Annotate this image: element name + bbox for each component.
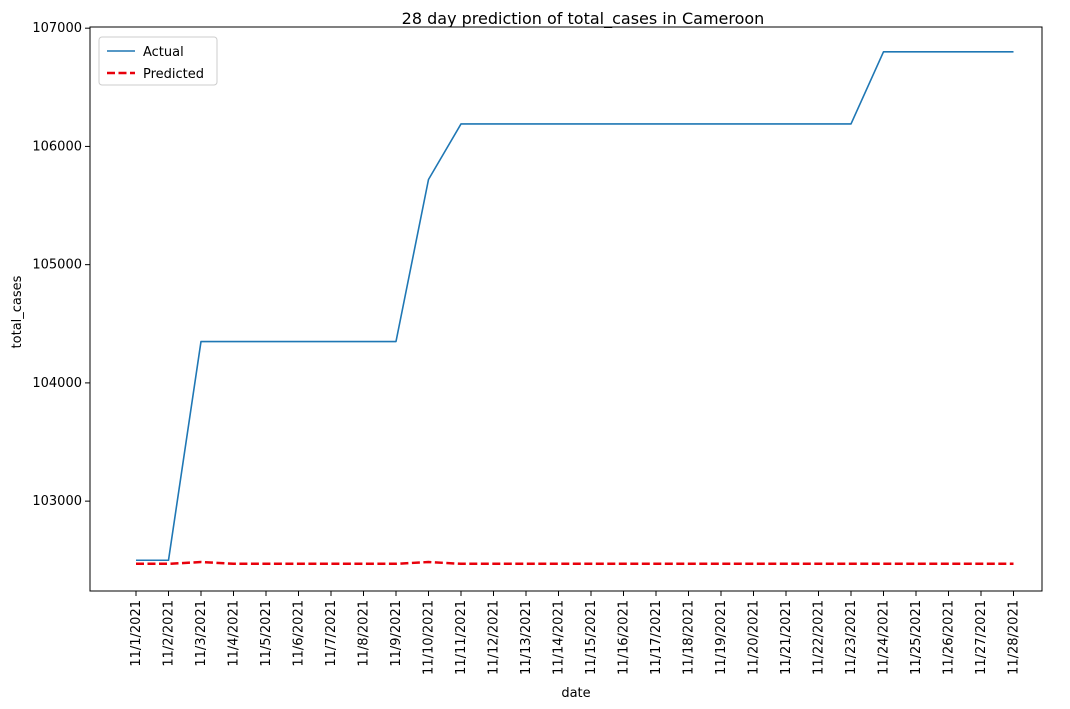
x-tick-label: 11/14/2021	[552, 600, 567, 675]
y-tick-label: 105000	[32, 258, 82, 273]
plot-area: 103000 104000 105000 106000 107000 11/1/2021 1…	[32, 21, 1043, 675]
x-tick-label: 11/24/2021	[877, 600, 892, 675]
x-tick-label: 11/10/2021	[422, 600, 437, 675]
x-tick-label: 11/28/2021	[1007, 600, 1022, 675]
x-tick-label: 11/3/2021	[194, 600, 209, 667]
x-tick-label: 11/8/2021	[357, 600, 372, 667]
x-tick-label: 11/4/2021	[227, 600, 242, 667]
y-tick-label: 104000	[32, 376, 82, 391]
legend-box	[98, 36, 218, 86]
x-tick-label: 11/23/2021	[844, 600, 859, 675]
x-tick-label: 11/2/2021	[162, 600, 177, 667]
x-tick-label: 11/22/2021	[812, 600, 827, 675]
x-tick-label: 11/21/2021	[779, 600, 794, 675]
chart-title: 28 day prediction of total_cases in Came…	[402, 9, 765, 29]
x-tick-label: 11/11/2021	[454, 600, 469, 675]
x-tick-label: 11/13/2021	[519, 600, 534, 675]
x-tick-label: 11/17/2021	[649, 600, 664, 675]
x-tick-label: 11/19/2021	[714, 600, 729, 675]
x-tick-label: 11/27/2021	[974, 600, 989, 675]
x-tick-label: 11/20/2021	[747, 600, 762, 675]
legend: Actual Predicted	[98, 36, 218, 86]
y-axis-label: total_cases	[10, 275, 25, 348]
y-tick-label: 103000	[32, 494, 82, 509]
x-tick-label: 11/16/2021	[617, 600, 632, 675]
x-tick-label: 11/18/2021	[682, 600, 697, 675]
x-tick-label: 11/6/2021	[292, 600, 307, 667]
legend-label-predicted: Predicted	[143, 67, 204, 82]
y-tick-label: 106000	[32, 139, 82, 154]
x-tick-label: 11/26/2021	[942, 600, 957, 675]
x-tick-label: 11/15/2021	[584, 600, 599, 675]
legend-label-actual: Actual	[143, 45, 184, 60]
x-axis-label: date	[561, 686, 590, 701]
series-line-predicted	[136, 560, 1014, 566]
axes-frame	[89, 26, 1043, 592]
x-tick-label: 11/25/2021	[909, 600, 924, 675]
x-tick-label: 11/9/2021	[389, 600, 404, 667]
x-tick-label: 11/5/2021	[259, 600, 274, 667]
y-tick-label: 107000	[32, 21, 82, 36]
x-tick-label: 11/1/2021	[129, 600, 144, 667]
x-tick-label: 11/12/2021	[487, 600, 502, 675]
series-line-actual	[136, 51, 1014, 562]
x-tick-label: 11/7/2021	[324, 600, 339, 667]
